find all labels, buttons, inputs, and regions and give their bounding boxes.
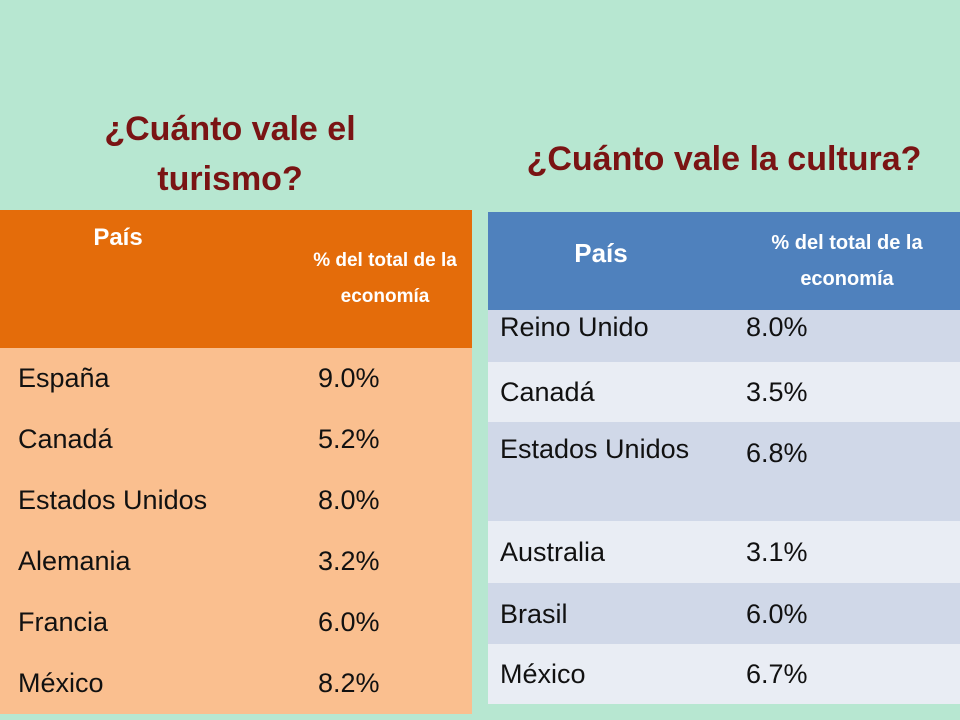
country-cell: Alemania xyxy=(18,546,131,576)
percent-cell: 3.2% xyxy=(318,546,380,576)
percent-cell: 3.5% xyxy=(746,377,808,407)
percent-cell: 8.0% xyxy=(318,485,380,515)
culture-title: ¿Cuánto vale la cultura? xyxy=(526,140,922,178)
percent-cell: 9.0% xyxy=(318,363,380,393)
country-cell: México xyxy=(18,668,104,698)
table-row: Australia 3.1% xyxy=(488,521,960,583)
culture-table: País % del total de la economía Reino Un… xyxy=(488,212,960,704)
table-row: España 9.0% xyxy=(0,348,472,409)
country-cell: Brasil xyxy=(500,598,568,629)
table-row: Estados Unidos 8.0% xyxy=(0,470,472,531)
culture-header-row: País % del total de la economía xyxy=(488,212,960,310)
tourism-title: ¿Cuánto vale el turismo? xyxy=(104,110,356,198)
culture-header-percent: % del total de la economía xyxy=(771,232,923,290)
country-cell: España xyxy=(18,363,110,393)
table-row: Canadá 5.2% xyxy=(0,409,472,470)
culture-header-country: País xyxy=(574,238,628,268)
tourism-header-row: País % del total de la economía xyxy=(0,210,472,348)
country-cell: Canadá xyxy=(18,424,113,454)
table-row: Brasil 6.0% xyxy=(488,583,960,644)
percent-cell: 6.0% xyxy=(318,607,380,637)
tourism-table: País % del total de la economía España 9… xyxy=(0,210,472,714)
country-cell: Estados Unidos xyxy=(500,434,690,464)
percent-cell: 6.7% xyxy=(746,659,808,689)
country-cell: Australia xyxy=(500,537,606,567)
table-row: México 8.2% xyxy=(0,653,472,714)
percent-cell: 6.0% xyxy=(746,598,808,629)
tourism-header-country: País xyxy=(93,224,143,251)
table-row: Alemania 3.2% xyxy=(0,531,472,592)
percent-cell: 8.0% xyxy=(746,312,808,342)
table-row: Francia 6.0% xyxy=(0,592,472,653)
country-cell: Reino Unido xyxy=(500,312,649,342)
country-cell: México xyxy=(500,659,586,689)
tourism-header-percent: % del total de la economía xyxy=(313,250,457,307)
percent-cell: 6.8% xyxy=(746,438,808,468)
country-cell: Francia xyxy=(18,607,109,637)
table-row: Reino Unido 8.0% xyxy=(488,310,960,362)
country-cell: Estados Unidos xyxy=(18,485,208,515)
table-row: México 6.7% xyxy=(488,644,960,704)
percent-cell: 3.1% xyxy=(746,537,808,567)
percent-cell: 8.2% xyxy=(318,668,380,698)
country-cell: Canadá xyxy=(500,377,595,407)
table-row: Estados Unidos 6.8% xyxy=(488,422,960,521)
table-row: Canadá 3.5% xyxy=(488,362,960,422)
percent-cell: 5.2% xyxy=(318,424,380,454)
